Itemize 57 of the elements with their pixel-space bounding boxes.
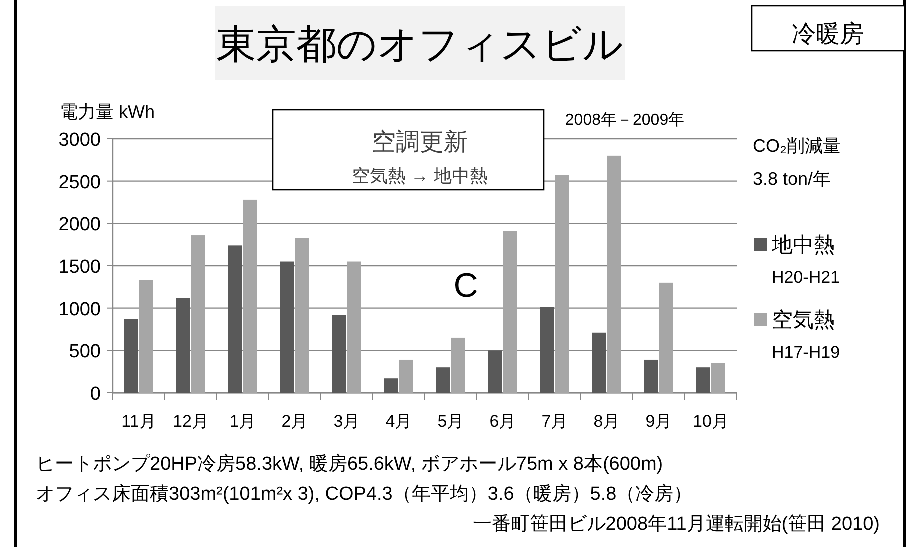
bar [488, 350, 502, 393]
bar [243, 200, 257, 393]
x-tick-label: 10月 [693, 412, 729, 431]
bar [711, 363, 725, 393]
y-tick-label: 2000 [58, 214, 101, 236]
bar [503, 231, 517, 393]
y-axis-title: 電力量 kWh [60, 102, 156, 122]
bar [399, 360, 413, 393]
y-tick-label: 3000 [58, 130, 101, 151]
x-tick-label: 3月 [334, 412, 360, 431]
annotation: 空調更新 [372, 129, 468, 156]
x-tick-label: 8月 [594, 412, 620, 431]
x-tick-label: 9月 [646, 412, 672, 431]
text: CO₂削減量 [753, 136, 841, 156]
y-tick-label: 1000 [58, 299, 101, 320]
bar [347, 262, 361, 393]
bar [555, 175, 569, 393]
y-tick-label: 1500 [58, 257, 101, 278]
y-tick-label: 500 [69, 342, 101, 363]
x-tick-label: 6月 [490, 412, 516, 431]
text: 3.8 ton/年 [753, 169, 832, 189]
x-tick-label: 2月 [282, 412, 308, 431]
legend-label: 空気熱 H17-H19 [772, 309, 840, 362]
bar [228, 246, 242, 393]
text: ヒートポンプ20HP冷房58.3kW, 暖房65.6kW, ボアホール75m x 8本(600m) [36, 453, 664, 475]
text: 2008年－2009年 [565, 112, 685, 129]
bar [659, 282, 673, 393]
x-tick-label: 5月 [438, 412, 464, 431]
bar [696, 368, 710, 393]
x-tick-label: 1月 [230, 412, 256, 431]
x-tick-label: 11月 [122, 412, 156, 431]
annotation: C [454, 267, 478, 305]
x-tick-label: 7月 [542, 412, 568, 431]
bar [540, 307, 554, 393]
bar [139, 280, 153, 393]
chart-title: 東京都のオフィスビル [216, 23, 624, 67]
x-tick-label: 12月 [173, 412, 209, 431]
bar [295, 238, 309, 393]
y-tick-label: 0 [90, 384, 101, 405]
bar [176, 298, 190, 393]
bar [644, 360, 658, 393]
bar [191, 236, 205, 393]
text: オフィス床面積303m²(101m²x 3), COP4.3（年平均）3.6（暖房）5.8（冷房） [36, 483, 693, 505]
text: 冷暖房 [792, 21, 864, 48]
bar [332, 315, 346, 393]
text: 一番町笹田ビル2008年11月運転開始(笹田 2010) [472, 514, 880, 535]
bar [592, 332, 606, 393]
legend-label: 地中熱 H20-H21 [771, 234, 840, 287]
bar [280, 262, 294, 393]
x-tick-label: 4月 [386, 412, 412, 431]
annotation: 空気熱 → 地中熱 [352, 166, 488, 186]
bar [436, 368, 450, 393]
bar [384, 378, 398, 393]
y-tick-label: 2500 [58, 172, 101, 194]
bar [607, 156, 621, 393]
bar [451, 338, 465, 393]
bar [124, 319, 138, 393]
